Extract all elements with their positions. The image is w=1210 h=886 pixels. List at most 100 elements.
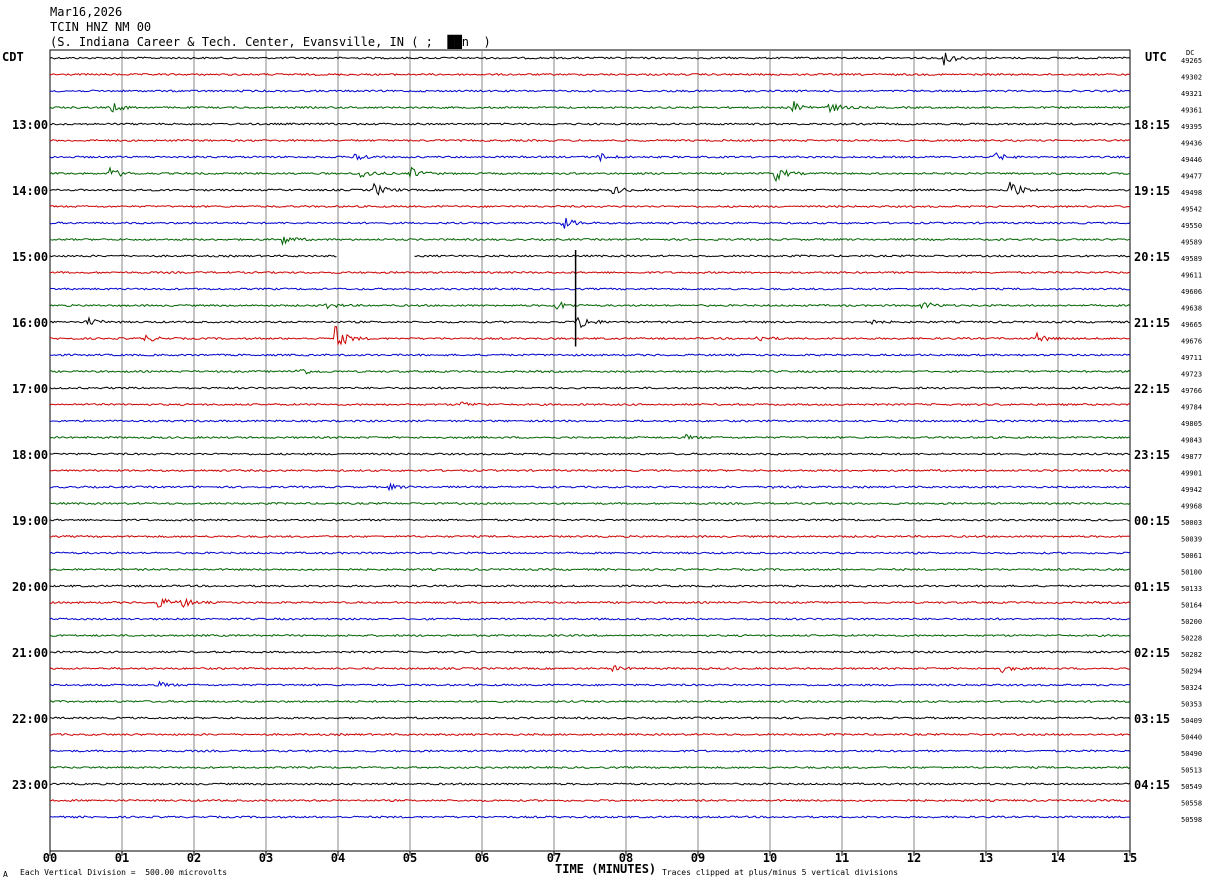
- right-hour-label: 22:15: [1134, 382, 1170, 396]
- left-hour-label: 13:00: [12, 118, 48, 132]
- dc-offset-label: 49901: [1181, 470, 1202, 478]
- dc-offset-label: 50598: [1181, 816, 1202, 824]
- dc-offset-label: 49676: [1181, 338, 1202, 346]
- dc-offset-label: 49477: [1181, 173, 1202, 181]
- dc-offset-label: 50061: [1181, 552, 1202, 560]
- right-hour-label: 04:15: [1134, 778, 1170, 792]
- x-axis-title: TIME (MINUTES): [555, 862, 657, 876]
- right-hour-label: 03:15: [1134, 712, 1170, 726]
- x-tick-label: 04: [331, 851, 345, 865]
- x-tick-label: 10: [763, 851, 777, 865]
- dc-offset-label: 50228: [1181, 635, 1202, 643]
- x-tick-label: 13: [979, 851, 993, 865]
- seismic-trace: [49, 665, 1131, 674]
- left-hour-label: 19:00: [12, 514, 48, 528]
- left-hour-label: 20:00: [12, 580, 48, 594]
- seismic-trace: [49, 138, 1131, 143]
- left-timezone-label: CDT: [2, 50, 24, 64]
- left-hour-label: 21:00: [12, 646, 48, 660]
- dc-offset-label: 50558: [1181, 800, 1202, 808]
- seismic-trace: [49, 287, 1131, 291]
- seismic-trace: [49, 254, 1131, 258]
- seismic-trace: [49, 326, 1131, 346]
- dc-label: DC: [1186, 49, 1195, 57]
- seismic-trace: [49, 433, 1131, 441]
- right-timezone-label: UTC: [1145, 50, 1167, 64]
- dc-offset-label: 49766: [1181, 387, 1202, 395]
- left-hour-label: 23:00: [12, 778, 48, 792]
- seismic-trace: [49, 217, 1131, 229]
- left-hour-label: 22:00: [12, 712, 48, 726]
- dc-offset-label: 49843: [1181, 437, 1202, 445]
- seismic-trace: [49, 401, 1131, 407]
- x-tick-label: 07: [547, 851, 561, 865]
- right-hour-label: 19:15: [1134, 184, 1170, 198]
- dc-offset-label: 49665: [1181, 321, 1202, 329]
- seismic-trace: [49, 680, 1131, 688]
- dc-offset-label: 49321: [1181, 90, 1202, 98]
- dc-offset-label: 49446: [1181, 156, 1202, 164]
- plot-frame: [49, 49, 1131, 852]
- x-tick-label: 00: [43, 851, 57, 865]
- x-tick-label: 09: [691, 851, 705, 865]
- dc-offset-label: 49723: [1181, 371, 1202, 379]
- seismic-trace: [49, 369, 1131, 375]
- seismic-trace: [49, 699, 1131, 704]
- header-station: TCIN HNZ NM 00: [50, 20, 152, 34]
- seismic-trace: [50, 353, 1131, 357]
- seismic-trace: [49, 152, 1131, 163]
- dc-offset-label: 50282: [1181, 651, 1202, 659]
- seismic-trace: [49, 316, 1131, 329]
- x-tick-label: 08: [619, 851, 633, 865]
- dc-offset-label: 49877: [1181, 453, 1202, 461]
- seismic-trace: [49, 452, 1131, 456]
- x-tick-label: 02: [187, 851, 201, 865]
- seismic-trace: [49, 765, 1131, 770]
- dc-offset-label: 49542: [1181, 206, 1202, 214]
- dc-offset-label: 50039: [1181, 536, 1202, 544]
- x-tick-label: 14: [1051, 851, 1065, 865]
- seismic-trace: [49, 270, 1131, 275]
- right-hour-label: 01:15: [1134, 580, 1170, 594]
- seismic-trace: [50, 89, 1131, 93]
- seismic-trace: [49, 204, 1131, 209]
- dc-offset-label: 49395: [1181, 123, 1202, 131]
- seismic-trace: [49, 732, 1131, 737]
- dc-offset-label: 50324: [1181, 684, 1202, 692]
- seismic-trace: [50, 798, 1131, 803]
- dc-offset-label: 49711: [1181, 354, 1202, 362]
- seismic-trace: [49, 122, 1131, 126]
- dc-offset-label: 50100: [1181, 569, 1202, 577]
- header-date: Mar16,2026: [50, 5, 123, 19]
- x-tick-label: 11: [835, 851, 849, 865]
- dc-offset-label: 49942: [1181, 486, 1202, 494]
- dc-offset-label: 49550: [1181, 222, 1202, 230]
- x-tick-label: 06: [475, 851, 489, 865]
- left-hour-label: 18:00: [12, 448, 48, 462]
- seismic-trace: [49, 52, 1131, 66]
- dc-offset-label: 50200: [1181, 618, 1202, 626]
- seismic-trace: [49, 501, 1131, 506]
- x-tick-label: 05: [403, 851, 417, 865]
- seismic-trace: [49, 567, 1131, 572]
- seismic-trace: [49, 236, 1131, 247]
- seismic-trace: [49, 597, 1131, 608]
- dc-offset-label: 49784: [1181, 404, 1202, 412]
- dc-offset-label: 50294: [1181, 668, 1202, 676]
- seismic-trace: [49, 301, 1131, 310]
- dc-offset-label: 49611: [1181, 272, 1202, 280]
- dc-offset-label: 49638: [1181, 305, 1202, 313]
- seismic-trace: [49, 584, 1131, 588]
- dc-offset-label: 49805: [1181, 420, 1202, 428]
- dc-offset-label: 49265: [1181, 57, 1202, 65]
- right-hour-label: 21:15: [1134, 316, 1170, 330]
- dc-offset-label: 50409: [1181, 717, 1202, 725]
- seismic-trace: [49, 482, 1131, 492]
- scale-note: Each Vertical Division = 500.00 microvol…: [20, 868, 228, 877]
- seismic-trace: [49, 551, 1131, 555]
- seismic-trace: [49, 534, 1131, 539]
- right-hour-label: 18:15: [1134, 118, 1170, 132]
- seismic-trace: [49, 650, 1131, 654]
- left-hour-label: 14:00: [12, 184, 48, 198]
